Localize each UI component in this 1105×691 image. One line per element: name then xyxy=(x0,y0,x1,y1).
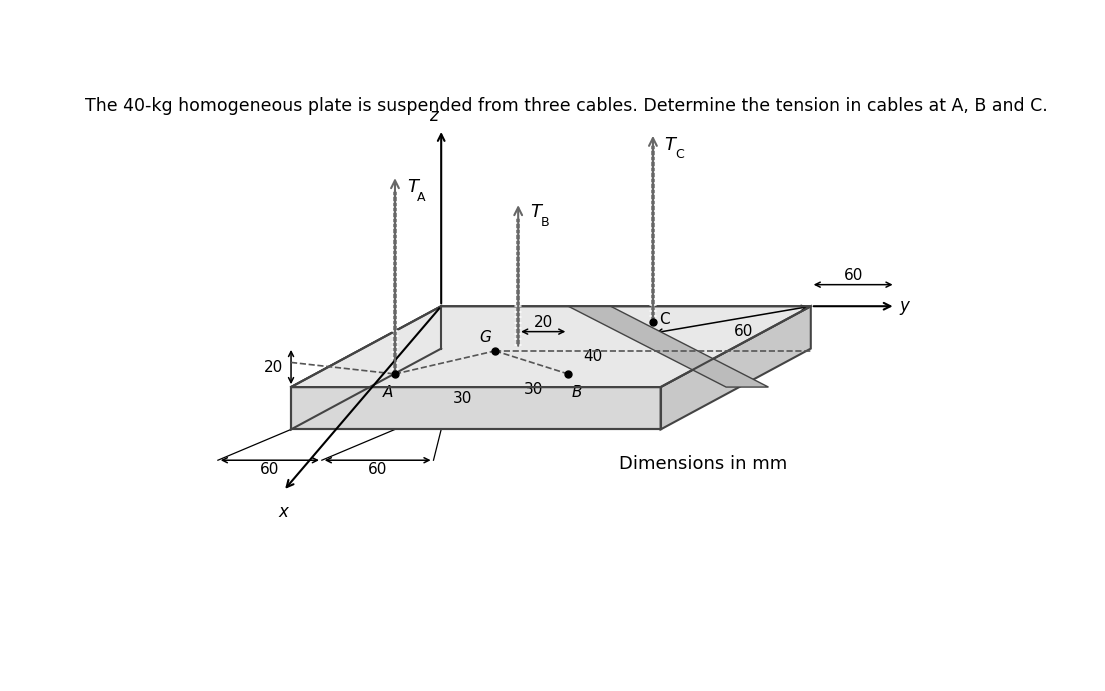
Text: B: B xyxy=(571,385,582,400)
Text: 60: 60 xyxy=(734,324,754,339)
Text: z: z xyxy=(429,107,438,125)
Text: The 40-kg homogeneous plate is suspended from three cables. Determine the tensio: The 40-kg homogeneous plate is suspended… xyxy=(85,97,1048,115)
Polygon shape xyxy=(291,306,441,429)
Text: 30: 30 xyxy=(453,391,473,406)
Polygon shape xyxy=(291,387,661,429)
Text: 20: 20 xyxy=(534,315,552,330)
Text: G: G xyxy=(480,330,492,345)
Text: C: C xyxy=(659,312,670,327)
Text: Dimensions in mm: Dimensions in mm xyxy=(619,455,787,473)
Text: 30: 30 xyxy=(524,381,544,397)
Text: $T$: $T$ xyxy=(529,203,544,221)
Text: x: x xyxy=(278,502,288,520)
Text: 60: 60 xyxy=(843,268,863,283)
Text: 60: 60 xyxy=(368,462,388,477)
Polygon shape xyxy=(568,306,768,387)
Text: A: A xyxy=(383,385,393,400)
Text: B: B xyxy=(540,216,549,229)
Text: y: y xyxy=(899,297,909,315)
Text: $T$: $T$ xyxy=(664,135,678,153)
Text: $T$: $T$ xyxy=(407,178,421,196)
Polygon shape xyxy=(661,306,811,429)
Polygon shape xyxy=(291,306,811,387)
Text: 40: 40 xyxy=(583,349,603,363)
Text: 20: 20 xyxy=(264,359,283,375)
Text: C: C xyxy=(675,149,684,162)
Text: 60: 60 xyxy=(260,462,280,477)
Text: A: A xyxy=(418,191,425,204)
